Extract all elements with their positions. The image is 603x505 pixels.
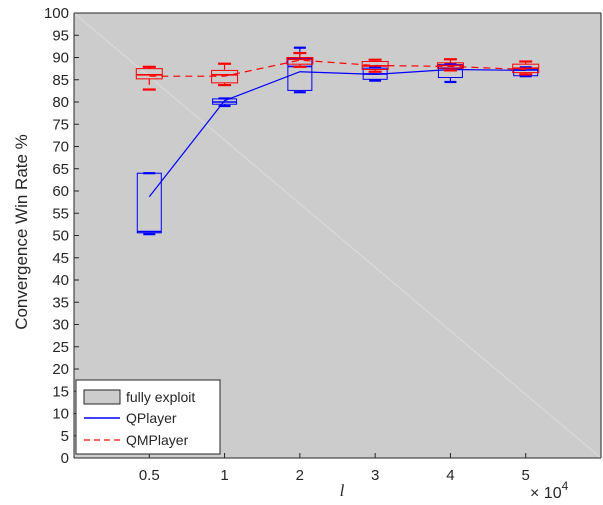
- box-qmplayer-5: [512, 60, 540, 76]
- box-iqr: [286, 57, 314, 65]
- y-tick-label: 35: [52, 294, 69, 311]
- x-tick-label: 4: [446, 467, 454, 484]
- y-tick-label: 90: [52, 50, 69, 67]
- box-qplayer-0.5: [136, 172, 162, 236]
- x-axis-label: l: [340, 481, 345, 500]
- mean-line-qplayer: [148, 68, 526, 198]
- y-tick-label: 45: [52, 250, 69, 267]
- y-tick-label: 20: [52, 361, 69, 378]
- fully-exploit-boundary: [73, 12, 602, 459]
- box-iqr: [135, 68, 163, 80]
- y-tick-label: 95: [52, 27, 69, 44]
- y-tick-label: 50: [52, 228, 69, 245]
- x-tick-label: 3: [371, 467, 379, 484]
- box-iqr: [437, 64, 463, 79]
- legend-swatch-fully-exploit: [83, 389, 121, 405]
- y-tick-label: 65: [52, 161, 69, 178]
- y-tick-label: 0: [61, 450, 69, 467]
- y-tick-label: 100: [44, 5, 69, 22]
- legend-label: fully exploit: [126, 389, 195, 405]
- box-qmplayer-3: [361, 58, 389, 73]
- box-qmplayer-2: [286, 51, 314, 68]
- x-tick-label: 5: [522, 467, 530, 484]
- y-tick-label: 75: [52, 116, 69, 133]
- legend: fully exploit QPlayer QMPlayer: [75, 379, 221, 455]
- x-axis-multiplier: × 104: [530, 479, 569, 502]
- x-tick-label: 1: [220, 467, 228, 484]
- y-tick-label: 60: [52, 183, 69, 200]
- y-tick-label: 80: [52, 94, 69, 111]
- box-qmplayer-0.5: [135, 65, 163, 91]
- y-tick-label: 85: [52, 72, 69, 89]
- x-axis-multiplier-exponent: 4: [562, 479, 569, 493]
- y-tick-label: 10: [52, 406, 69, 423]
- box-qplayer-1: [212, 97, 238, 108]
- y-tick-label: 5: [61, 428, 69, 445]
- y-tick-label: 15: [52, 383, 69, 400]
- y-tick-label: 70: [52, 139, 69, 156]
- box-qmplayer-1: [211, 62, 239, 87]
- y-tick-label: 25: [52, 339, 69, 356]
- y-tick-label: 40: [52, 272, 69, 289]
- box-iqr: [211, 69, 239, 84]
- box-iqr: [136, 172, 162, 234]
- box-qplayer-3: [362, 66, 388, 82]
- legend-label: QPlayer: [126, 410, 177, 426]
- x-tick-label: 0.5: [139, 467, 160, 484]
- box-qmplayer-4: [436, 58, 464, 72]
- x-tick-label: 2: [296, 467, 304, 484]
- y-tick-label: 55: [52, 205, 69, 222]
- y-tick-label: 30: [52, 317, 69, 334]
- x-axis-multiplier-base: × 10: [530, 485, 562, 502]
- box-iqr: [287, 57, 313, 91]
- y-axis-label: Convergence Win Rate %: [12, 134, 31, 330]
- legend-label: QMPlayer: [126, 432, 189, 448]
